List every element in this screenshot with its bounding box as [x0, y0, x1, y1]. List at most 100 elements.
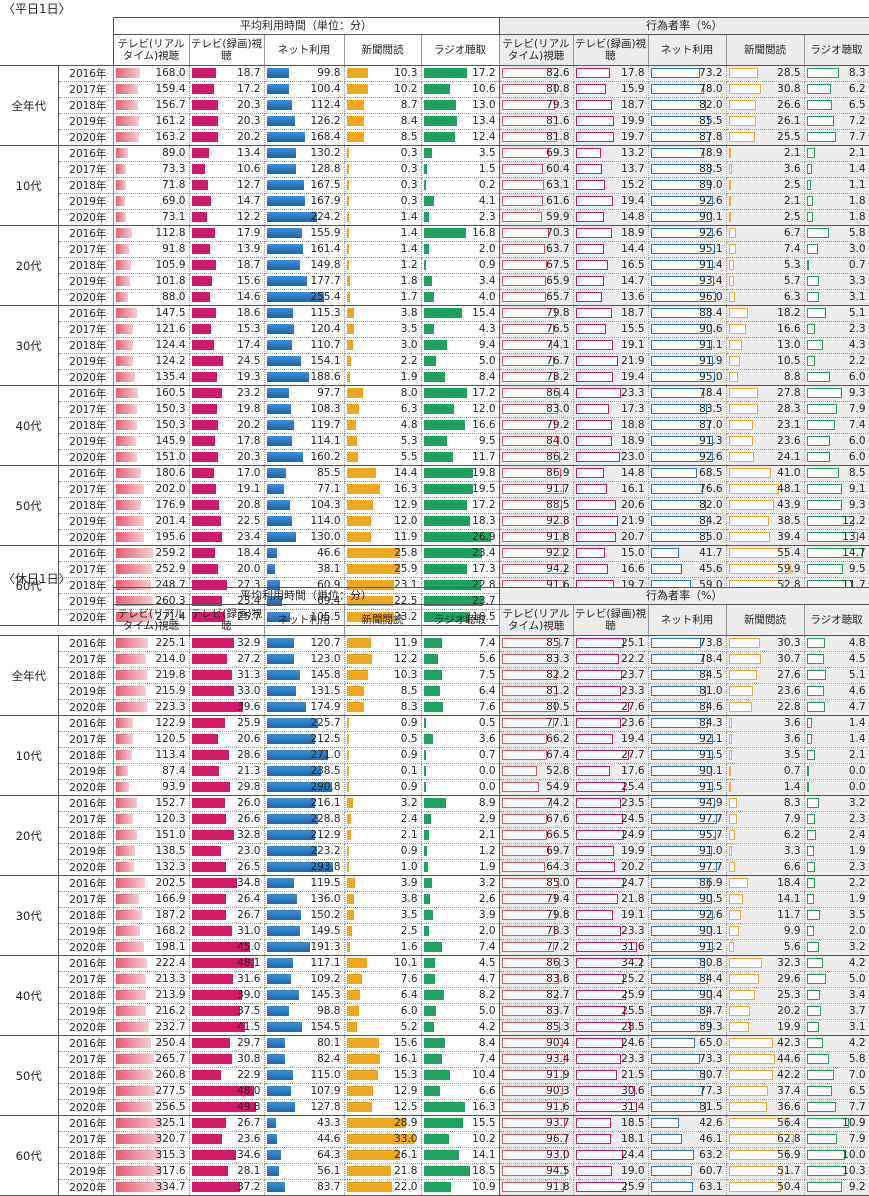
value-bar	[266, 468, 286, 478]
value-label: 2.9	[478, 813, 496, 825]
value-bar	[191, 990, 243, 1000]
value-bar	[575, 926, 621, 936]
value-label: 65.7	[546, 291, 570, 303]
data-cell: 1.4	[344, 241, 422, 258]
value-bar	[266, 244, 304, 254]
value-label: 20.3	[237, 115, 261, 127]
value-label: 0.9	[400, 717, 418, 729]
table-row: 2020年 232.7 41.5 154.5 5.2 4.2 85.3 28.5 89.3 19.…	[0, 1019, 869, 1036]
data-cell: 6.4	[344, 987, 422, 1004]
value-bar	[650, 228, 714, 238]
value-bar	[650, 548, 679, 558]
value-bar	[191, 1070, 222, 1080]
value-label: 20.2	[237, 131, 261, 143]
value-label: 29.8	[237, 781, 261, 793]
data-cell: 78.3	[498, 923, 574, 940]
value-bar	[806, 782, 809, 792]
data-cell: 222.4	[113, 955, 190, 972]
value-bar	[728, 670, 758, 680]
value-label: 9.2	[848, 1181, 866, 1193]
value-label: 91.8	[546, 531, 570, 543]
data-cell: 26.4	[189, 891, 265, 908]
data-cell: 78.4	[648, 651, 727, 668]
value-label: 12.2	[237, 211, 261, 223]
data-cell: 1.6	[344, 939, 422, 956]
value-bar	[191, 548, 216, 558]
value-bar	[501, 942, 555, 952]
data-cell: 3.0	[344, 337, 422, 354]
value-label: 30.8	[237, 1053, 261, 1065]
value-bar	[346, 862, 349, 872]
data-cell: 1.4	[726, 779, 805, 796]
data-cell: 23.2	[189, 385, 265, 402]
value-label: 81.6	[546, 115, 570, 127]
data-cell: 21.8	[573, 891, 649, 908]
value-label: 18.2	[777, 307, 801, 319]
value-bar	[650, 404, 708, 414]
value-label: 17.4	[237, 339, 261, 351]
value-label: 20.3	[237, 99, 261, 111]
data-cell: 39.0	[189, 987, 265, 1004]
value-label: 1.8	[848, 211, 866, 223]
data-cell: 4.5	[804, 651, 869, 668]
age-label: 50代	[0, 465, 59, 546]
data-cell: 100.4	[264, 81, 345, 98]
data-cell: 95.7	[648, 827, 727, 844]
year-label: 2018年	[58, 417, 114, 434]
value-label: 168.0	[155, 67, 186, 79]
value-bar	[806, 404, 838, 414]
value-bar	[806, 846, 814, 856]
value-bar	[191, 308, 216, 318]
data-cell: 18.8	[573, 417, 649, 434]
data-cell: 1.9	[421, 859, 500, 876]
value-bar	[501, 654, 559, 664]
data-cell: 69.0	[113, 193, 190, 210]
value-bar	[423, 1038, 445, 1048]
value-label: 74.2	[546, 797, 570, 809]
value-bar	[266, 308, 293, 318]
value-bar	[266, 1022, 302, 1032]
data-cell: 13.7	[573, 161, 649, 178]
data-cell: 213.3	[113, 971, 190, 988]
data-cell: 16.6	[421, 417, 500, 434]
value-label: 17.2	[237, 83, 261, 95]
year-label: 2020年	[58, 129, 114, 146]
data-cell: 4.2	[804, 1035, 869, 1052]
data-cell: 216.1	[264, 795, 345, 812]
value-label: 13.6	[621, 291, 645, 303]
data-cell: 15.3	[344, 1067, 422, 1084]
value-label: 0.7	[783, 765, 801, 777]
data-cell: 180.6	[113, 465, 190, 482]
value-bar	[501, 196, 544, 206]
value-label: 7.4	[478, 1053, 496, 1065]
data-cell: 256.5	[113, 1099, 190, 1116]
value-bar	[266, 1070, 293, 1080]
value-label: 11.7	[777, 909, 801, 921]
data-cell: 18.4	[189, 545, 265, 562]
value-label: 3.2	[478, 877, 496, 889]
value-bar	[650, 132, 711, 142]
value-label: 2.3	[848, 861, 866, 873]
value-bar	[575, 452, 621, 462]
value-bar	[346, 878, 355, 888]
value-bar	[423, 404, 454, 414]
data-cell: 15.5	[573, 321, 649, 338]
value-bar	[728, 910, 741, 920]
data-cell: 161.4	[264, 241, 345, 258]
value-bar	[806, 814, 816, 824]
data-cell: 90.1	[648, 209, 727, 226]
data-cell: 3.6	[726, 161, 805, 178]
value-bar	[115, 814, 133, 824]
column-header: テレビ(録画)視聴	[573, 34, 649, 66]
value-bar	[423, 1086, 441, 1096]
data-cell: 1.2	[421, 843, 500, 860]
value-label: 0.0	[478, 781, 496, 793]
data-cell: 19.9	[726, 1019, 805, 1036]
value-label: 3.3	[783, 845, 801, 857]
value-bar	[191, 580, 227, 590]
data-cell: 167.9	[264, 193, 345, 210]
data-cell: 167.5	[264, 177, 345, 194]
data-cell: 1.4	[804, 715, 869, 732]
value-bar	[575, 974, 625, 984]
value-bar	[266, 356, 302, 366]
